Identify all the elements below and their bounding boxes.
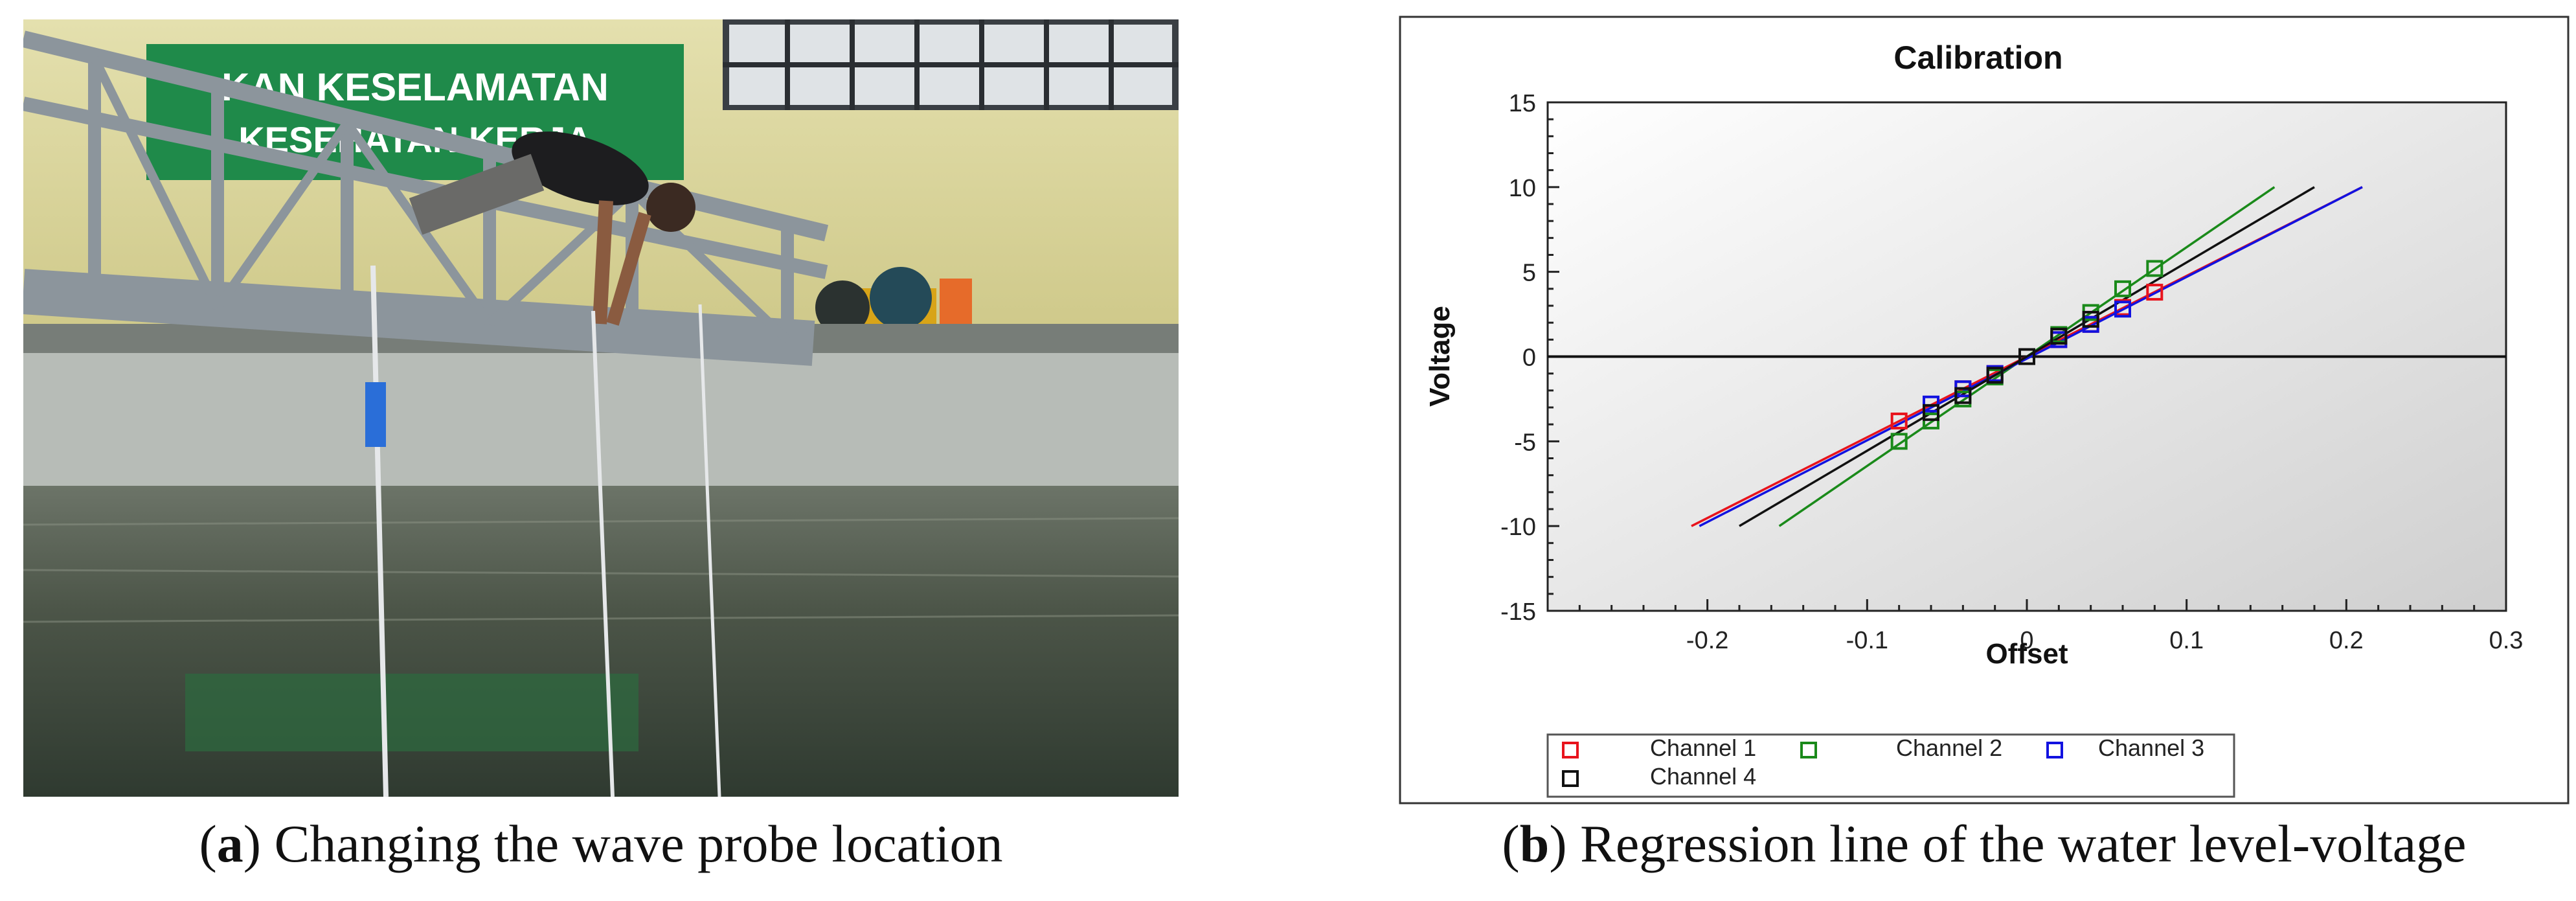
data-point-channel-1 (1890, 412, 1908, 429)
data-points (1890, 260, 2164, 450)
x-axis-label: Offset (1985, 638, 2068, 670)
wave-probe-photo: KAN KESELAMATAN KESEHATAN KERJA (23, 19, 1179, 797)
data-point-channel-3 (2114, 301, 2131, 318)
data-point-channel-2 (1923, 412, 1939, 429)
legend-marker (1800, 742, 1817, 758)
legend-label: Channel 3 (2098, 735, 2204, 761)
y-tick-label: -5 (1514, 429, 1536, 456)
legend-label: Channel 2 (1896, 735, 2002, 761)
y-tick-label: 15 (1509, 90, 1536, 117)
legend-marker (1562, 742, 1579, 758)
regression-lines (1691, 186, 2363, 527)
data-point-channel-4 (2050, 328, 2068, 345)
legend-item-channel-2: Channel 2 (1800, 735, 2002, 761)
photo-illustration: KAN KESELAMATAN KESEHATAN KERJA (23, 19, 1179, 797)
caption-a-text: Changing the wave probe location (274, 814, 1003, 873)
regression-line-channel-3 (1699, 186, 2363, 527)
wave-probes (365, 265, 721, 797)
caption-b: (b) Regression line of the water level-v… (1502, 814, 2467, 873)
legend: Channel 1 Channel 2 Channel 3 Channel 4 (1546, 733, 2235, 798)
data-point-channel-2 (2146, 260, 2164, 277)
caption-b-text: Regression line of the water level-volta… (1580, 814, 2467, 873)
y-tick-label: 0 (1522, 345, 1536, 372)
y-tick-label: 5 (1522, 260, 1536, 287)
y-tick-label: 10 (1509, 175, 1536, 202)
calibration-chart: Calibration 15 10 5 0 -5 -10 -15 -0.2 -0… (1399, 16, 2570, 804)
data-point-channel-4 (2082, 310, 2099, 328)
data-point-channel-2 (1890, 433, 1908, 450)
regression-line-channel-4 (1739, 186, 2315, 527)
axis-ticks (1546, 101, 2507, 612)
legend-item-channel-1: Channel 1 (1562, 735, 1756, 761)
legend-item-channel-3: Channel 3 (2046, 735, 2204, 761)
windows (723, 19, 1179, 110)
y-tick-labels: 15 10 5 0 -5 -10 -15 (1500, 90, 1536, 626)
caption-b-letter: b (1519, 814, 1550, 873)
data-point-channel-1 (2146, 284, 2164, 301)
data-point-channel-4 (1986, 367, 2004, 384)
calibration-chart-panel: Calibration 15 10 5 0 -5 -10 -15 -0.2 -0… (1399, 16, 2570, 804)
legend-marker (2046, 742, 2063, 758)
x-tick-label: 0.3 (2489, 627, 2524, 654)
person (409, 131, 695, 326)
legend-marker (1562, 770, 1579, 787)
legend-box (1546, 733, 2235, 798)
data-point-channel-4 (2018, 348, 2035, 365)
y-tick-label: -10 (1500, 514, 1536, 541)
data-point-channel-4 (1923, 404, 1939, 421)
chart-title: Calibration (1893, 40, 2062, 76)
x-tick-label: -0.2 (1686, 627, 1728, 654)
legend-item-channel-4: Channel 4 (1562, 763, 1756, 790)
y-tick-label: -15 (1500, 599, 1536, 626)
x-tick-label: 0.2 (2329, 627, 2364, 654)
x-tick-label: 0 (2020, 627, 2033, 654)
sign-reflection (185, 674, 638, 751)
x-tick-label: -0.1 (1846, 627, 1888, 654)
data-point-channel-2 (2114, 280, 2131, 297)
x-tick-labels: -0.2 -0.1 0 0.1 0.2 0.3 (1686, 627, 2523, 654)
caption-a-letter: a (216, 814, 243, 873)
legend-label: Channel 4 (1650, 763, 1756, 790)
legend-label: Channel 1 (1650, 735, 1756, 761)
data-point-channel-4 (1954, 387, 1972, 404)
truss-bridge (23, 30, 829, 366)
x-tick-label: 0.1 (2169, 627, 2204, 654)
caption-a: (a) Changing the wave probe location (199, 814, 1003, 873)
data-point-channel-3 (1923, 395, 1939, 413)
y-axis-label: Voltage (1424, 306, 1456, 407)
